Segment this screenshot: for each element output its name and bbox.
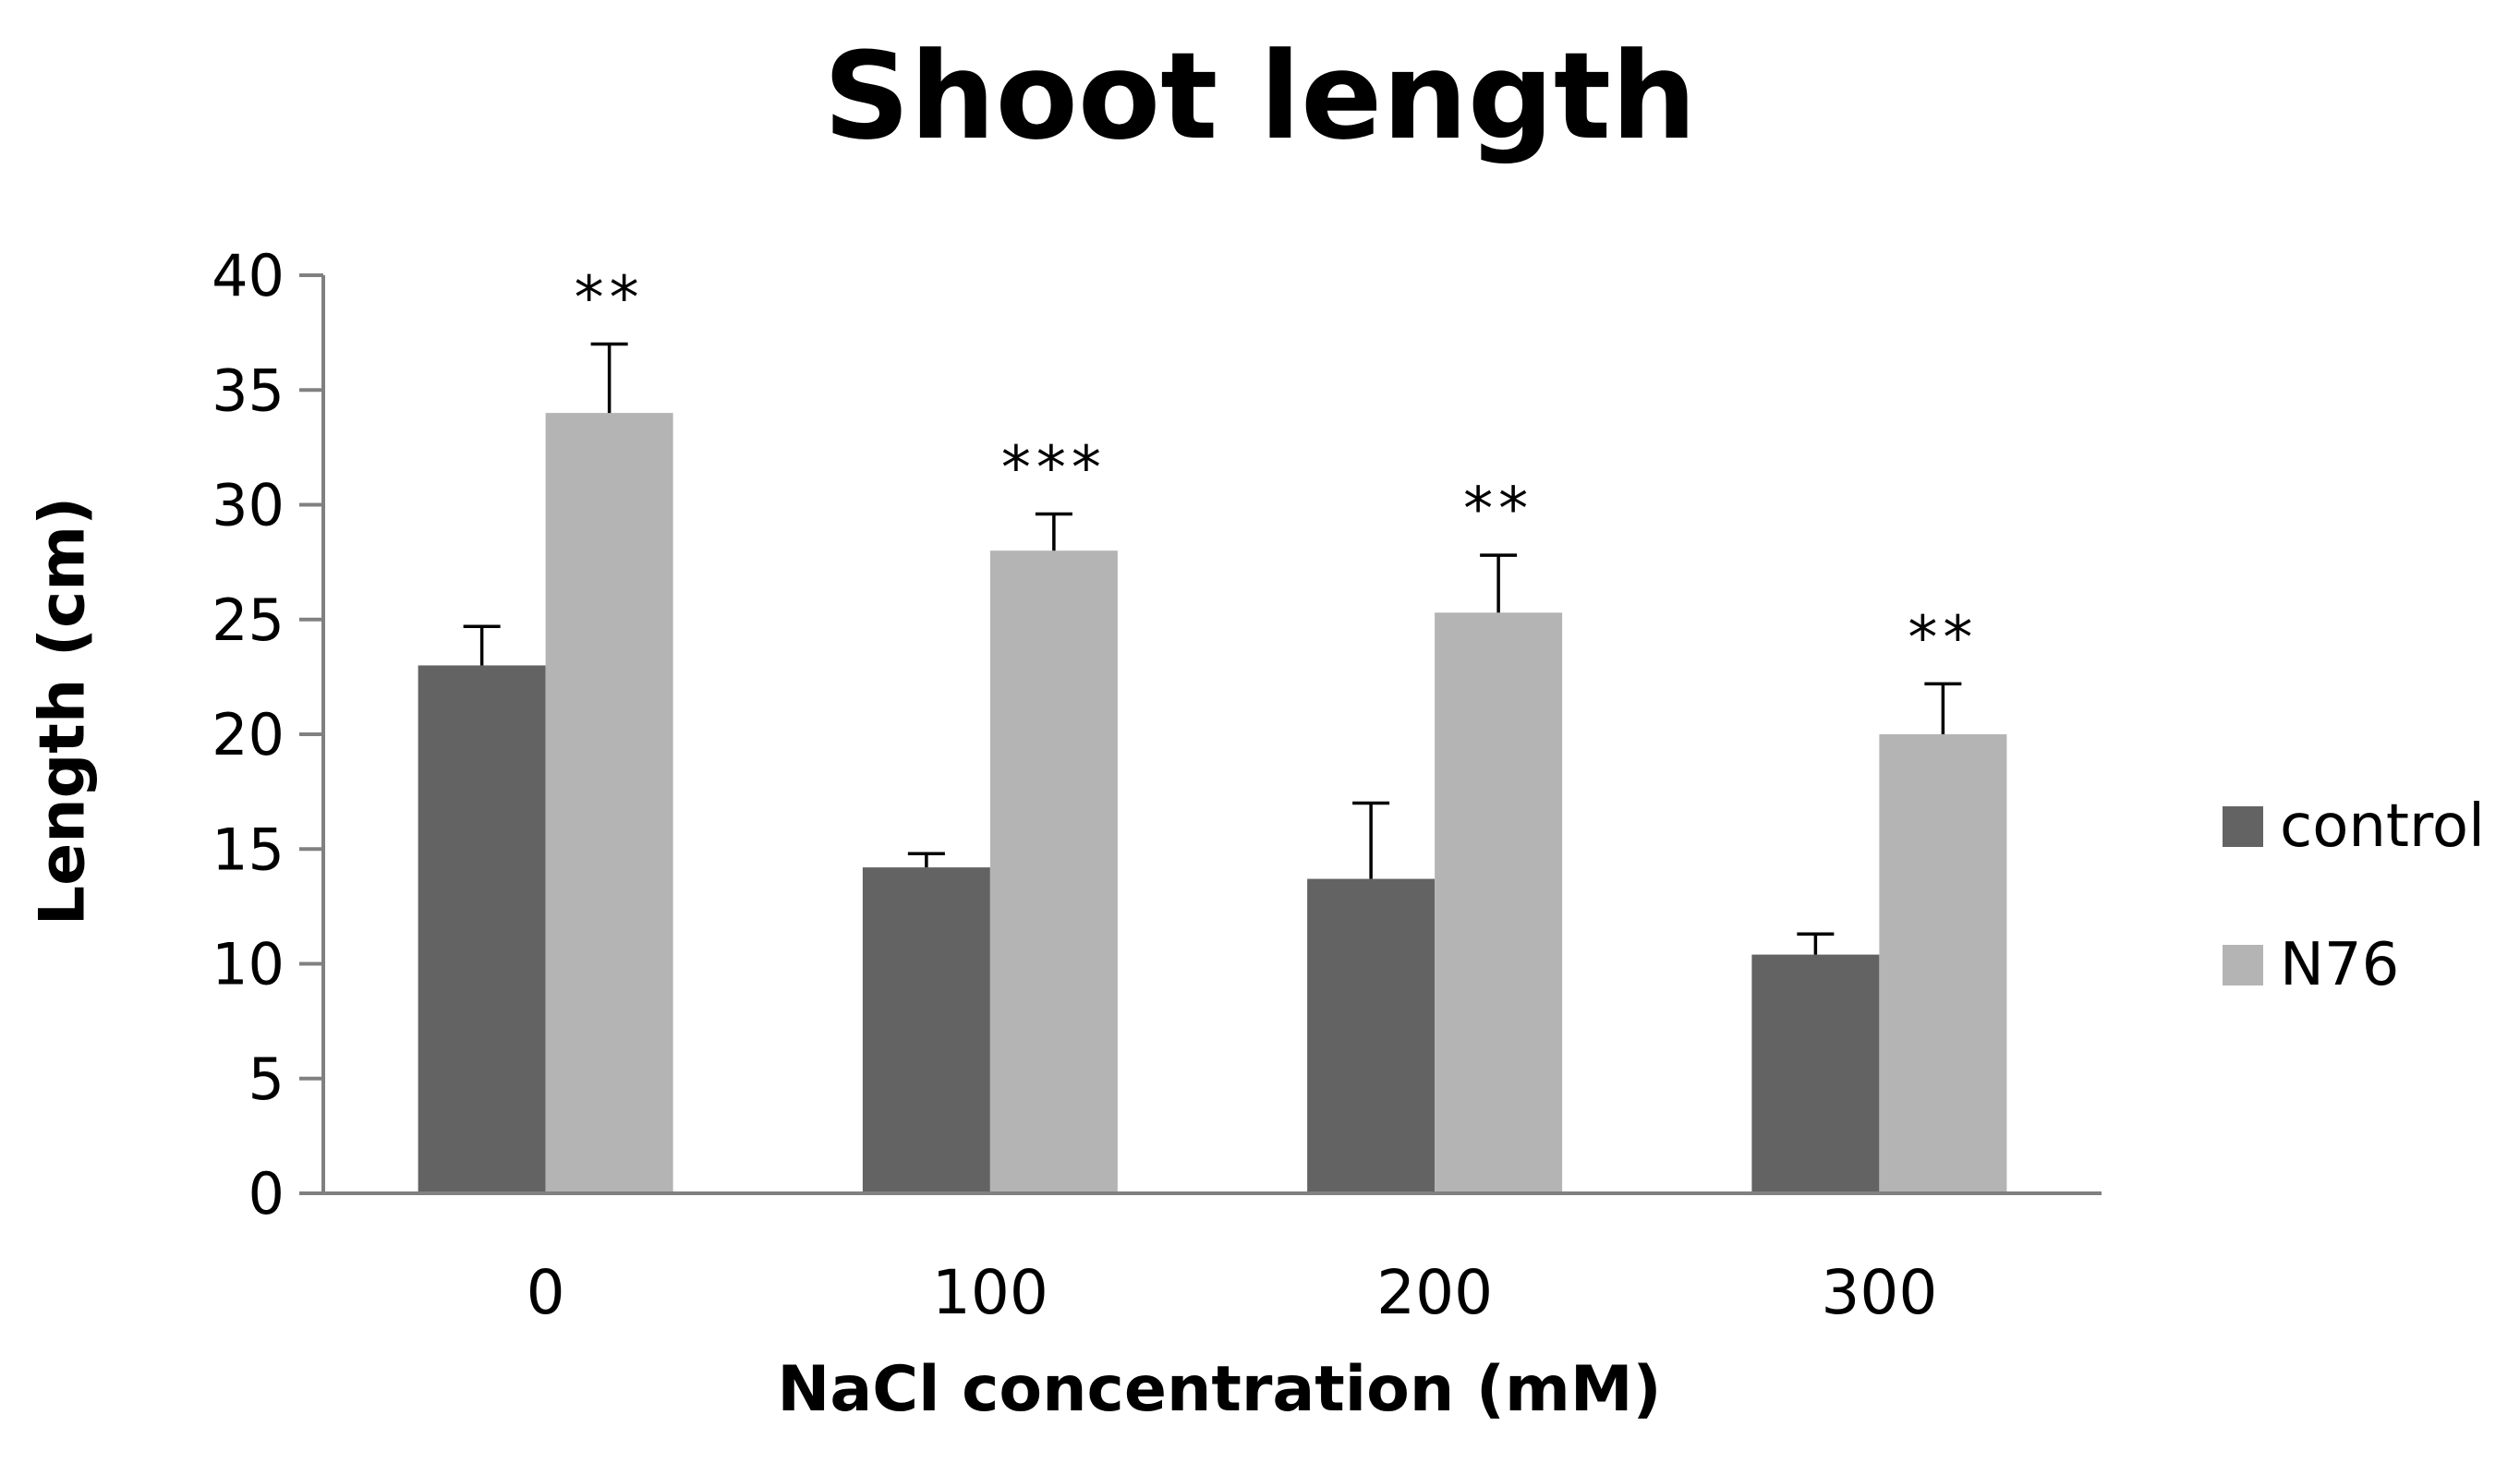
y-tick-label: 5 <box>248 1046 285 1113</box>
significance-label: ** <box>575 265 645 333</box>
y-tick-label: 15 <box>212 816 285 883</box>
bar-n76-0 <box>545 413 673 1194</box>
y-tick-label: 40 <box>212 242 285 309</box>
y-tick-label: 0 <box>248 1160 285 1227</box>
y-tick-label: 30 <box>212 472 285 539</box>
bar-control-200 <box>1307 878 1436 1193</box>
x-tick-label: 200 <box>1376 1257 1493 1328</box>
legend-label-control: control <box>2280 792 2485 861</box>
legend-label-n76: N76 <box>2280 931 2400 999</box>
legend-item-n76: N76 <box>2223 896 2485 1034</box>
bar-n76-100 <box>989 550 1118 1193</box>
legend-item-control: control <box>2223 757 2485 896</box>
y-axis-label: Length (cm) <box>26 496 100 926</box>
x-tick-label: 0 <box>527 1257 565 1328</box>
y-tick-label: 10 <box>212 931 285 998</box>
bar-control-0 <box>418 665 546 1193</box>
legend: control N76 <box>2223 757 2485 1034</box>
x-axis-label: NaCl concentration (mM) <box>777 1353 1662 1426</box>
legend-swatch-n76 <box>2223 945 2263 985</box>
x-tick-label: 300 <box>1821 1257 1937 1328</box>
significance-label: *** <box>1001 434 1107 502</box>
y-tick-label: 20 <box>212 701 285 768</box>
significance-label: ** <box>1463 476 1533 544</box>
bar-control-300 <box>1751 954 1880 1193</box>
chart-title: Shoot length <box>823 26 1697 166</box>
bar-n76-200 <box>1435 612 1563 1193</box>
significance-label: ** <box>1908 604 1978 672</box>
legend-swatch-control <box>2223 806 2263 847</box>
bar-control-100 <box>862 867 990 1193</box>
x-tick-label: 100 <box>932 1257 1048 1328</box>
bar-n76-300 <box>1879 734 2007 1193</box>
y-tick-label: 25 <box>212 586 285 654</box>
y-tick-label: 35 <box>212 357 285 424</box>
